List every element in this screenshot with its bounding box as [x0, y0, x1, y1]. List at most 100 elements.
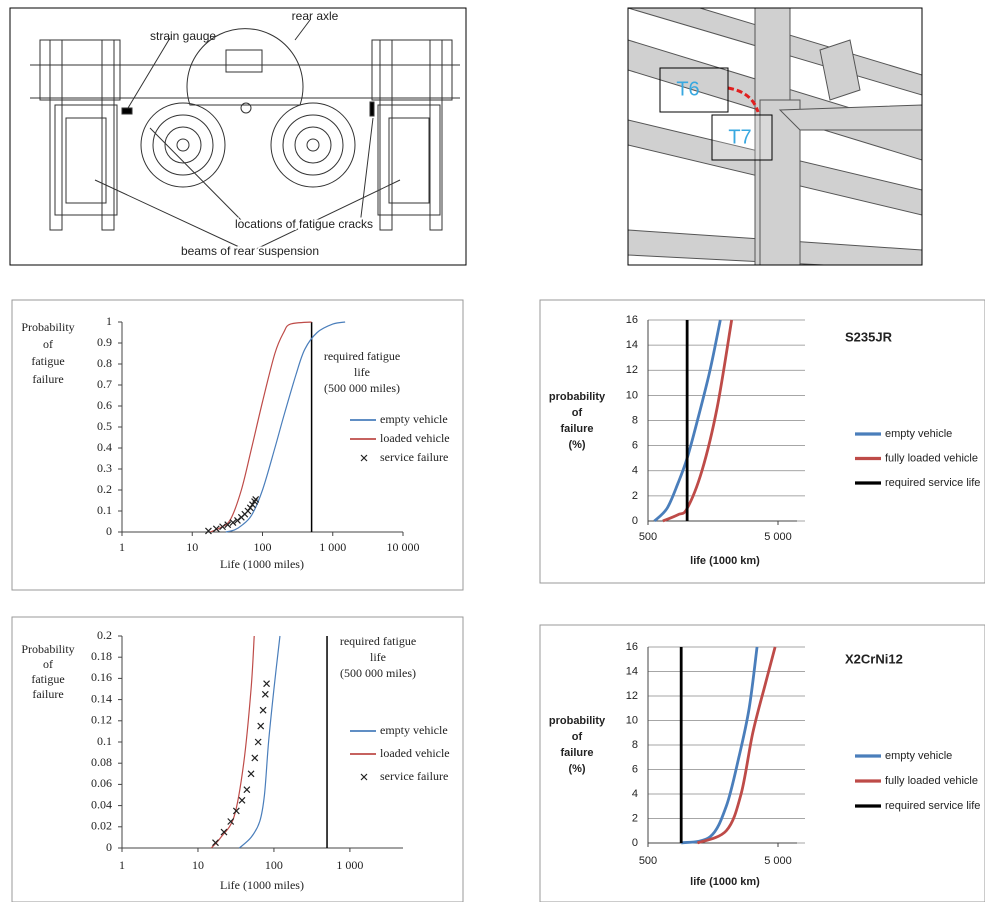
data-point: [255, 739, 261, 745]
y-tick-label: 0.04: [91, 797, 112, 811]
y-tick-label: 0.12: [91, 713, 112, 727]
legend-label: required service life: [885, 477, 980, 489]
annotation: (500 000 miles): [324, 381, 400, 395]
y-tick-label: 12: [626, 364, 638, 376]
y-tick-label: 0.8: [97, 356, 112, 370]
y-tick-label: 0.3: [97, 461, 112, 475]
y-tick-label: 0: [632, 515, 638, 527]
legend-marker: [361, 774, 367, 780]
y-tick-label: 12: [626, 690, 638, 702]
x-tick-label: 1 000: [336, 858, 363, 872]
data-point: [247, 505, 253, 511]
y-tick-label: 16: [626, 314, 638, 326]
annotation: life: [354, 365, 370, 379]
y-tick-label: 2: [632, 812, 638, 824]
legend-label: loaded vehicle: [380, 746, 450, 760]
data-point: [248, 771, 254, 777]
y-axis-title: (%): [568, 763, 585, 775]
y-axis-title: fatigue: [31, 354, 64, 368]
legend-label: empty vehicle: [885, 750, 952, 762]
y-axis-title: (%): [568, 439, 585, 451]
frame-drawing: [628, 8, 922, 270]
data-point: [258, 723, 264, 729]
legend-label: fully loaded vehicle: [885, 452, 978, 464]
chart-frame: [540, 625, 985, 902]
x-tick-label: 100: [254, 540, 272, 554]
y-tick-label: 4: [632, 788, 638, 800]
drawing-label: rear axle: [292, 9, 339, 23]
y-axis-title: of: [43, 657, 53, 671]
data-line: [211, 636, 254, 848]
x-tick-label: 10 000: [387, 540, 420, 554]
drawing-label: T6: [676, 78, 699, 100]
x-tick-label: 100: [265, 858, 283, 872]
y-axis-title: probability: [549, 391, 606, 403]
annotation: (500 000 miles): [340, 666, 416, 680]
y-tick-label: 0.2: [97, 628, 112, 642]
chart-frame: [540, 300, 985, 583]
y-tick-label: 0.08: [91, 755, 112, 769]
y-tick-label: 0.1: [97, 503, 112, 517]
x-tick-label: 5 000: [764, 855, 792, 867]
chart-title: X2CrNi12: [845, 651, 903, 666]
drawing-label: strain gauge: [150, 29, 216, 43]
data-line: [239, 636, 280, 848]
y-axis-title: failure: [32, 372, 63, 386]
y-tick-label: 0.4: [97, 440, 112, 454]
y-tick-label: 16: [626, 641, 638, 653]
drawing-label: T7: [728, 126, 751, 148]
y-tick-label: 0.14: [91, 691, 112, 705]
y-axis-title: of: [43, 337, 53, 351]
y-tick-label: 0.16: [91, 670, 112, 684]
x-tick-label: 1 000: [319, 540, 346, 554]
legend-label: loaded vehicle: [380, 431, 450, 445]
annotation: life: [370, 650, 386, 664]
legend-label: service failure: [380, 450, 448, 464]
y-tick-label: 0.18: [91, 649, 112, 663]
y-tick-label: 0.5: [97, 419, 112, 433]
y-tick-label: 0.6: [97, 398, 112, 412]
data-point: [260, 707, 266, 713]
data-point: [252, 499, 258, 505]
x-tick-label: 10: [186, 540, 198, 554]
x-tick-label: 1: [119, 858, 125, 872]
data-point: [220, 524, 226, 530]
data-point: [212, 840, 218, 846]
y-tick-label: 2: [632, 490, 638, 502]
legend-label: empty vehicle: [380, 412, 448, 426]
y-axis-title: fatigue: [31, 672, 64, 686]
legend-label: service failure: [380, 769, 448, 783]
data-point: [239, 797, 245, 803]
y-axis-title: failure: [560, 423, 593, 435]
x-tick-label: 10: [192, 858, 204, 872]
legend-label: required service life: [885, 800, 980, 812]
drawing-label: beams of rear suspension: [181, 244, 319, 258]
y-tick-label: 0.9: [97, 335, 112, 349]
y-tick-label: 0: [106, 524, 112, 538]
y-tick-label: 0: [106, 840, 112, 854]
y-axis-title: of: [572, 731, 583, 743]
y-tick-label: 4: [632, 465, 638, 477]
y-tick-label: 10: [626, 714, 638, 726]
y-tick-label: 8: [632, 414, 638, 426]
data-point: [253, 496, 259, 502]
y-axis-title: failure: [560, 747, 593, 759]
data-point: [249, 502, 255, 508]
y-axis-title: failure: [32, 687, 63, 701]
annotation: required fatigue: [340, 634, 416, 648]
data-line: [210, 322, 311, 532]
drawing-label: locations of fatigue cracks: [235, 217, 373, 231]
data-point: [264, 681, 270, 687]
y-tick-label: 6: [632, 763, 638, 775]
y-axis-title: Probability: [21, 642, 74, 656]
data-point: [205, 528, 211, 534]
annotation: required fatigue: [324, 349, 400, 363]
y-tick-label: 0.7: [97, 377, 112, 391]
data-point: [262, 691, 268, 697]
data-point: [252, 755, 258, 761]
y-axis-title: of: [572, 407, 583, 419]
y-tick-label: 10: [626, 389, 638, 401]
chart-title: S235JR: [845, 329, 893, 344]
x-tick-label: 500: [639, 855, 657, 867]
y-tick-label: 0.2: [97, 482, 112, 496]
